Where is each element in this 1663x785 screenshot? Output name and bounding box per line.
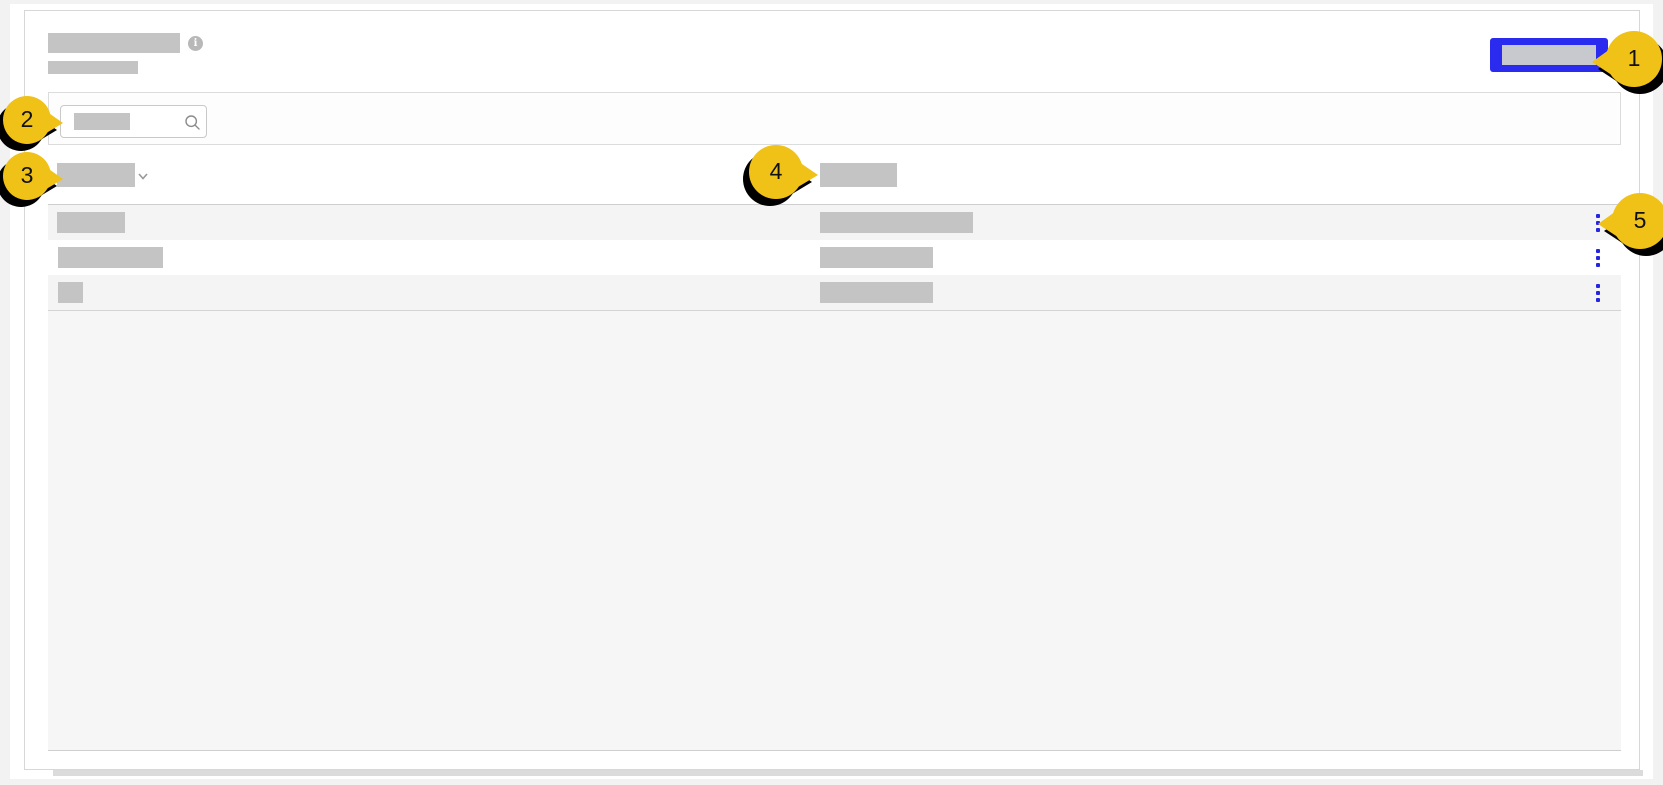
cell-1-redacted xyxy=(57,212,125,233)
search-input[interactable] xyxy=(60,105,207,138)
info-icon[interactable]: i xyxy=(188,36,203,51)
row-actions-kebab-menu-icon[interactable] xyxy=(1588,244,1608,272)
page-title-redacted xyxy=(48,33,180,53)
primary-action-button[interactable] xyxy=(1490,38,1608,72)
row-divider xyxy=(48,310,1621,311)
table-row xyxy=(48,275,1621,310)
column-header-2[interactable] xyxy=(820,163,897,187)
info-icon-glyph: i xyxy=(193,37,198,49)
table-row xyxy=(48,205,1621,240)
chevron-down-icon xyxy=(138,173,148,180)
page-subtitle-redacted xyxy=(48,61,138,74)
column-header-2-redacted xyxy=(820,163,897,187)
cell-2-redacted xyxy=(820,212,973,233)
cell-1-redacted xyxy=(58,282,83,303)
row-actions-kebab-menu-icon[interactable] xyxy=(1588,209,1608,237)
search-placeholder-redacted xyxy=(74,113,130,130)
column-header-1-sortable[interactable] xyxy=(57,163,152,187)
button-label-redacted xyxy=(1502,45,1596,65)
card-bottom-shadow xyxy=(53,770,1643,776)
search-icon xyxy=(185,115,200,130)
column-header-1-redacted xyxy=(57,163,135,187)
row-actions-kebab-menu-icon[interactable] xyxy=(1588,279,1608,307)
header-divider xyxy=(48,204,1621,205)
empty-table-area xyxy=(48,311,1621,751)
filter-bar xyxy=(48,92,1621,145)
cell-1-redacted xyxy=(58,247,163,268)
cell-2-redacted xyxy=(820,282,933,303)
cell-2-redacted xyxy=(820,247,933,268)
table-row xyxy=(48,240,1621,275)
